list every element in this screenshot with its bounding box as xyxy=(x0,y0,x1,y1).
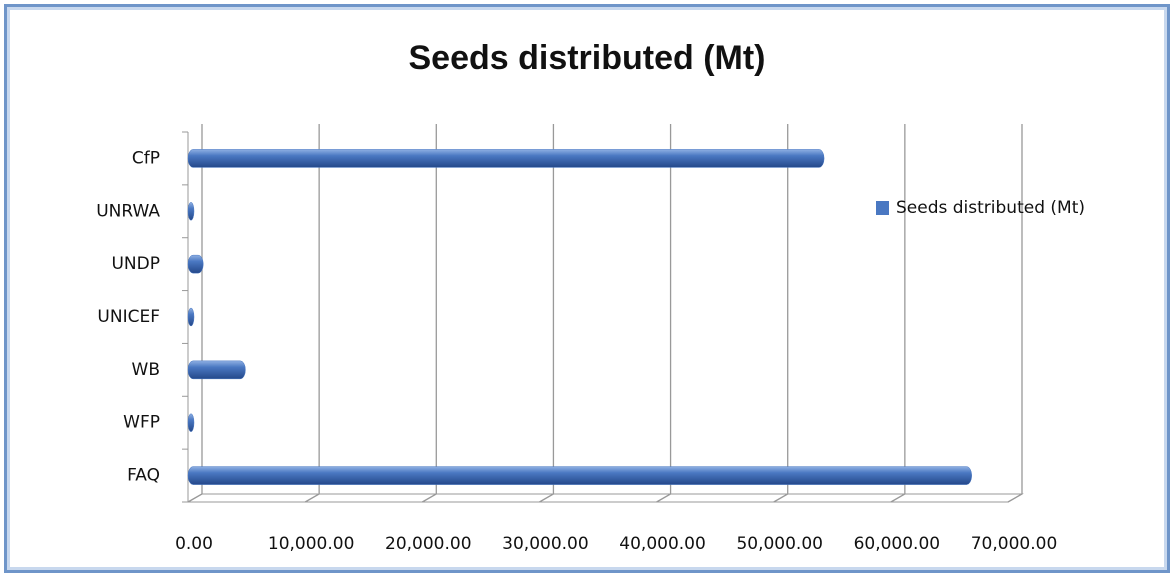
bar xyxy=(187,149,825,168)
grid-line xyxy=(656,124,672,503)
grid-line xyxy=(304,124,320,503)
y-tick-label: WB xyxy=(132,360,160,380)
grid-line xyxy=(421,124,437,503)
y-tick-label: WFP xyxy=(123,413,160,433)
x-tick-label: 40,000.00 xyxy=(619,534,706,554)
bar xyxy=(187,466,972,485)
grid-line xyxy=(187,124,203,503)
legend-label: Seeds distributed (Mt) xyxy=(896,198,1085,218)
y-tick-label: UNRWA xyxy=(96,201,160,221)
grid-line xyxy=(1007,124,1023,503)
bar xyxy=(187,360,246,380)
x-tick-label: 70,000.00 xyxy=(971,534,1058,554)
chart-title: Seeds distributed (Mt) xyxy=(408,39,765,77)
grid-line xyxy=(539,124,555,503)
x-tick-label: 50,000.00 xyxy=(736,534,823,554)
x-tick-label: 20,000.00 xyxy=(385,534,472,554)
bar xyxy=(187,307,195,327)
bar xyxy=(187,202,195,221)
x-tick-label: 30,000.00 xyxy=(502,534,589,554)
bar xyxy=(187,254,204,274)
y-tick-label: FAQ xyxy=(127,466,160,486)
x-tick-label: 0.00 xyxy=(175,534,213,554)
legend-swatch xyxy=(876,201,889,215)
y-tick-label: UNICEF xyxy=(97,307,160,327)
x-tick-label: 10,000.00 xyxy=(268,534,355,554)
grid-line xyxy=(773,124,789,503)
y-tick-label: CfP xyxy=(132,148,160,168)
bar xyxy=(187,413,195,432)
y-tick-label: UNDP xyxy=(111,254,160,274)
grid-line xyxy=(890,124,906,503)
x-tick-label: 60,000.00 xyxy=(854,534,941,554)
